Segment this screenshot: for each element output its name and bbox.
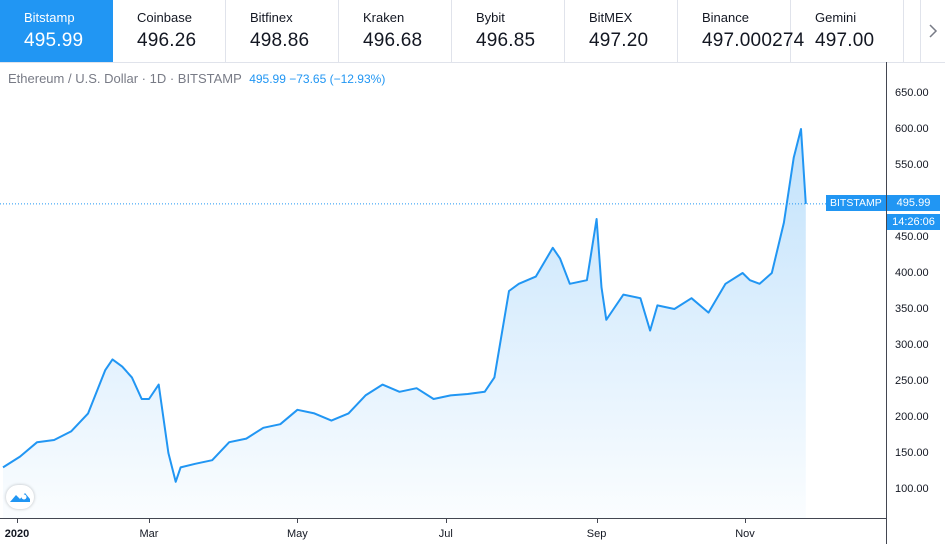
time-tick-mark xyxy=(148,518,150,523)
time-tick-label: Sep xyxy=(586,528,607,540)
tab-price: 496.26 xyxy=(137,30,197,51)
time-tick-label: Jul xyxy=(438,528,453,540)
tab-label: Gemini xyxy=(815,10,857,25)
tab-label: Bitstamp xyxy=(24,10,75,25)
time-tick-mark xyxy=(445,518,447,523)
price-tick-label: 350.00 xyxy=(895,303,929,315)
price-tick-label: 650.00 xyxy=(895,87,929,99)
tab-gemini[interactable]: Gemini 497.00 xyxy=(791,0,904,62)
tab-price: 497.00 xyxy=(815,30,875,51)
price-tick-label: 300.00 xyxy=(895,339,929,351)
price-area xyxy=(3,129,806,518)
tab-price: 497.000274 xyxy=(702,30,805,51)
tab-label: Coinbase xyxy=(137,10,192,25)
tab-bitstamp[interactable]: Bitstamp 495.99 xyxy=(0,0,113,62)
tab-binance[interactable]: Binance 497.000274 xyxy=(678,0,805,62)
chevron-right-icon xyxy=(929,24,938,38)
time-tick-mark xyxy=(17,518,18,523)
price-tick-label: 400.00 xyxy=(895,267,929,279)
price-chart[interactable] xyxy=(0,62,886,518)
last-price-label: 495.99 xyxy=(887,195,940,211)
countdown-label: 14:26:06 xyxy=(887,214,940,230)
series-label: BITSTAMP xyxy=(826,195,886,211)
time-tick-mark xyxy=(745,518,746,523)
chart-legend: Ethereum / U.S. Dollar · 1D · BITSTAMP 4… xyxy=(8,71,385,86)
tab-price: 498.86 xyxy=(250,30,310,51)
time-axis-line xyxy=(0,518,886,519)
time-tick-label: 2020 xyxy=(4,528,30,540)
price-axis-line xyxy=(886,62,887,544)
tabs-next-button[interactable] xyxy=(920,0,945,62)
price-tick-label: 200.00 xyxy=(895,411,929,423)
tradingview-logo[interactable] xyxy=(6,485,34,509)
symbol-title: Ethereum / U.S. Dollar · 1D · BITSTAMP xyxy=(8,71,242,86)
price-tick-label: 600.00 xyxy=(895,123,929,135)
time-tick-mark xyxy=(297,518,299,523)
tab-label: Bitfinex xyxy=(250,10,293,25)
tradingview-logo-icon xyxy=(10,493,30,502)
exchange-tabs: Bitstamp 495.99 Coinbase 496.26 Bitfinex… xyxy=(0,0,945,63)
time-tick-label: Nov xyxy=(735,528,755,540)
price-tick-label: 100.00 xyxy=(895,483,929,495)
tab-label: Bybit xyxy=(476,10,505,25)
tab-price: 495.99 xyxy=(24,30,84,51)
price-tick-label: 550.00 xyxy=(895,159,929,171)
tab-label: BitMEX xyxy=(589,10,633,25)
tab-kraken[interactable]: Kraken 496.68 xyxy=(339,0,452,62)
legend-values: 495.99 −73.65 (−12.93%) xyxy=(249,72,386,86)
tab-label: Binance xyxy=(702,10,749,25)
price-tick-label: 450.00 xyxy=(895,231,929,243)
tab-bitmex[interactable]: BitMEX 497.20 xyxy=(565,0,678,62)
tab-bitfinex[interactable]: Bitfinex 498.86 xyxy=(226,0,339,62)
tab-price: 496.68 xyxy=(363,30,423,51)
time-tick-label: May xyxy=(286,528,308,540)
price-tick-label: 150.00 xyxy=(895,447,929,459)
tab-price: 496.85 xyxy=(476,30,536,51)
time-tick-label: Mar xyxy=(139,528,159,540)
tab-price: 497.20 xyxy=(589,30,649,51)
price-line xyxy=(2,128,807,483)
tab-label: Kraken xyxy=(363,10,405,25)
tab-bybit[interactable]: Bybit 496.85 xyxy=(452,0,565,62)
tab-coinbase[interactable]: Coinbase 496.26 xyxy=(113,0,226,62)
time-tick-mark xyxy=(596,518,598,523)
price-tick-label: 250.00 xyxy=(895,375,929,387)
